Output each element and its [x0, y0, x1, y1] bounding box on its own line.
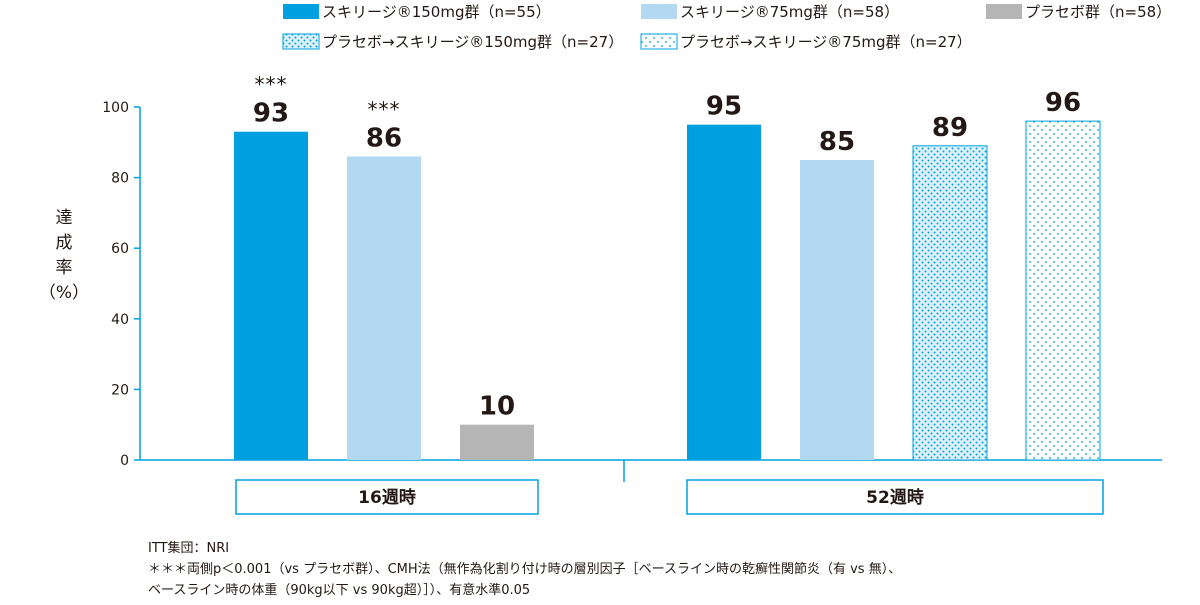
group-label-box: [686, 479, 1104, 515]
y-tick-label: 100: [102, 100, 129, 116]
legend-swatch: [641, 4, 677, 19]
y-tick-label: 0: [120, 453, 129, 469]
bar-value-label: 95: [706, 92, 742, 122]
bar: [687, 124, 761, 461]
legend-label: スキリージ®75mg群（n=58）: [680, 3, 899, 21]
bar: [234, 131, 308, 460]
bar: [912, 145, 988, 461]
legend-label: スキリージ®150mg群（n=55）: [322, 3, 551, 21]
bar-value-label: 93: [253, 99, 289, 129]
group-label: 16週時: [358, 487, 416, 508]
legend-label: プラセボ→スキリージ®150mg群（n=27）: [322, 33, 623, 51]
footnote-significance: ＊＊＊両側p＜0.001（vs プラセボ群）、CMH法（無作為化割り付け時の層別…: [148, 562, 902, 577]
bar-chart: スキリージ®150mg群（n=55） スキリージ®75mg群（n=58） プラセボ群…: [39, 3, 1171, 515]
bar: [460, 424, 534, 460]
legend-swatch: [283, 4, 319, 19]
y-tick-label: 80: [111, 171, 129, 187]
group-labels: 16週時 52週時: [235, 479, 1104, 515]
significance-marker: ***: [255, 73, 288, 97]
legend-label: プラセボ→スキリージ®75mg群（n=27）: [680, 33, 972, 51]
bar-value-label: 86: [366, 123, 402, 153]
bar-value-label: 89: [932, 113, 968, 143]
legend-label: プラセボ群（n=58）: [1025, 3, 1171, 21]
axes: 0 20 40 60 80 100 達成率 （%）: [39, 100, 1162, 482]
footnote-significance-cont: ベースライン時の体重（90kg以下 vs 90kg超）］）、有意水準0.05: [148, 583, 531, 598]
legend: スキリージ®150mg群（n=55） スキリージ®75mg群（n=58） プラセボ群…: [282, 3, 1171, 51]
bar: [1025, 120, 1101, 461]
group-label: 52週時: [866, 487, 924, 508]
bar: [347, 156, 421, 461]
bar-value-label: 85: [819, 127, 855, 157]
legend-swatch: [640, 33, 678, 50]
significance-marker: ***: [368, 97, 401, 121]
footnote-population: ITT集団：NRI: [148, 541, 230, 556]
y-tick-label: 60: [111, 241, 129, 257]
y-tick-label: 40: [111, 312, 129, 328]
legend-swatch: [282, 33, 320, 50]
bar-value-label: 10: [479, 392, 515, 422]
y-axis-unit: （%）: [39, 283, 89, 303]
y-tick-label: 20: [111, 382, 129, 398]
bar: [800, 159, 874, 460]
y-axis-label-char: 率: [56, 258, 73, 278]
bar-value-label: 96: [1045, 88, 1081, 118]
legend-swatch: [986, 4, 1022, 19]
y-axis-label-char: 成: [56, 233, 73, 253]
footnotes: ITT集団：NRI ＊＊＊両側p＜0.001（vs プラセボ群）、CMH法（無作…: [148, 538, 901, 601]
y-axis-label-char: 達: [56, 208, 73, 228]
group-label-box: [235, 479, 539, 515]
